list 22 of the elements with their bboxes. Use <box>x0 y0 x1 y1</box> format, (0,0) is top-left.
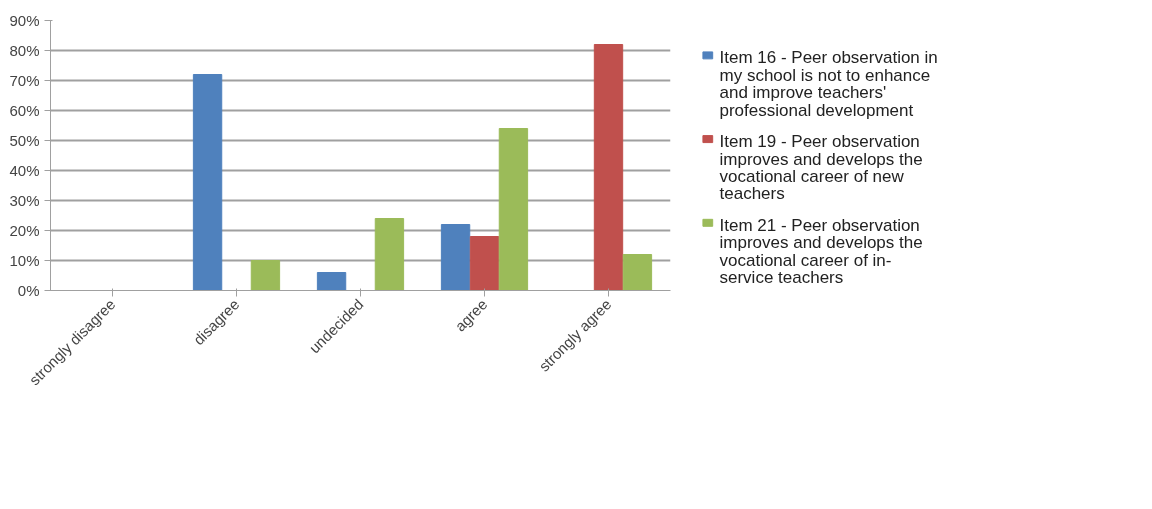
y-tick-label: 0% <box>17 282 40 299</box>
bar <box>192 74 223 291</box>
bar <box>316 272 347 291</box>
bar <box>250 260 281 291</box>
y-tick-label: 40% <box>9 162 40 179</box>
bar <box>622 254 653 291</box>
bar <box>469 236 500 291</box>
bar <box>498 128 529 291</box>
legend-label: Item 19 - Peer observation improves and develops the vocational career of new teachers <box>719 132 923 204</box>
y-tick-label: 50% <box>9 132 40 149</box>
legend-label: Item 16 - Peer observation in my school is not to enhance and improve teachers' professional development <box>719 48 938 120</box>
y-tick-label: 70% <box>9 72 40 89</box>
y-tick-label: 80% <box>9 42 40 59</box>
bar <box>593 44 624 291</box>
y-tick-label: 90% <box>9 12 40 29</box>
bar <box>440 224 471 291</box>
y-tick-label: 60% <box>9 102 40 119</box>
y-tick-label: 30% <box>9 192 40 209</box>
legend-label: Item 21 - Peer observation improves and develops the vocational career of in-service teachers <box>719 215 923 288</box>
bar <box>374 218 405 291</box>
y-tick-label: 10% <box>9 252 40 269</box>
y-tick-label: 20% <box>9 222 40 239</box>
